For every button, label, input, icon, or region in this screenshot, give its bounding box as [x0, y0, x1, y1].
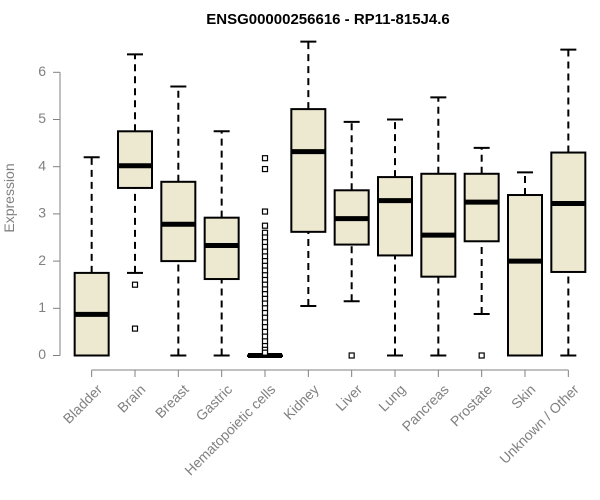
box-prostate	[463, 146, 500, 359]
x-tick-label: Bladder	[60, 381, 106, 427]
box-gastric	[203, 130, 240, 357]
outlier-point	[261, 155, 269, 162]
iqr-box	[507, 194, 543, 357]
outlier-point	[261, 349, 269, 356]
outlier-point	[261, 222, 269, 229]
y-axis: 0 1 2 3 4 5 6	[38, 63, 61, 362]
x-tick-label: Liver	[332, 381, 365, 414]
x-tick-label: Brain	[114, 381, 148, 415]
x-tick-label: Gastric	[192, 381, 235, 424]
x-tick-label: Unknown / Other	[496, 381, 582, 467]
iqr-box	[550, 151, 587, 273]
iqr-box	[160, 180, 197, 263]
x-tick-label: Pancreas	[399, 381, 452, 434]
iqr-box	[377, 176, 413, 257]
box-unknown-other	[550, 48, 587, 357]
y-tick-label: 3	[38, 205, 46, 221]
x-tick-label: Prostate	[447, 381, 495, 429]
box-skin	[507, 171, 543, 357]
y-tick-label: 6	[38, 63, 46, 79]
y-tick-label: 2	[38, 252, 46, 268]
box-breast	[160, 85, 197, 357]
outlier-point	[478, 352, 485, 359]
iqr-box	[203, 216, 240, 281]
box-lung	[377, 118, 413, 357]
outlier-point	[348, 352, 355, 359]
box-kidney	[290, 40, 327, 307]
x-tick-label: Breast	[152, 381, 192, 421]
box-bladder	[73, 156, 110, 357]
chart-title: ENSG00000256616 - RP11-815J4.6	[206, 11, 450, 28]
y-axis-label: Expression	[1, 163, 17, 232]
x-tick-label: Lung	[375, 381, 408, 414]
x-tick-label: Kidney	[280, 381, 322, 423]
iqr-box	[463, 172, 500, 243]
y-tick-label: 5	[38, 110, 46, 126]
box-brain	[117, 53, 153, 332]
y-tick-label: 4	[38, 157, 46, 173]
outlier-point	[261, 165, 269, 173]
y-tick-label: 1	[38, 299, 46, 315]
box-pancreas	[420, 96, 457, 357]
x-tick-label: Skin	[508, 381, 539, 412]
box-hematopoietic-cells	[247, 155, 283, 358]
box-liver	[333, 120, 370, 359]
box-series	[73, 40, 587, 359]
iqr-box	[117, 130, 153, 189]
y-tick-label: 0	[38, 346, 46, 362]
outlier-point	[131, 325, 139, 332]
iqr-box	[290, 108, 327, 233]
outlier-point	[261, 208, 269, 215]
iqr-box	[420, 172, 457, 278]
outlier-point	[131, 281, 139, 288]
